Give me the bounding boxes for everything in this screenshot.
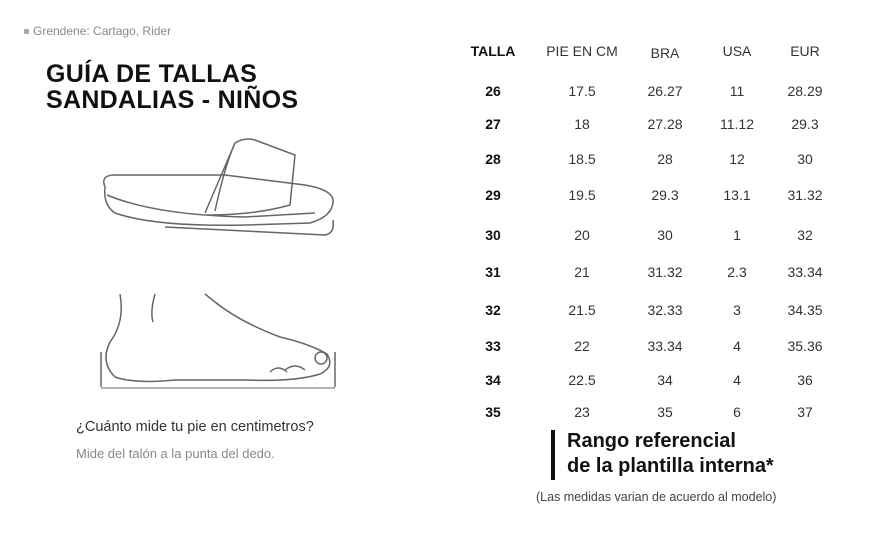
cell-bra: 28 — [657, 151, 673, 167]
cell-pie-cm: 17.5 — [568, 83, 596, 99]
cell-talla: 35 — [485, 404, 501, 420]
cell-usa: 1 — [733, 227, 741, 243]
header-bra: BRA — [650, 45, 680, 61]
measure-hint: Mide del talón a la punta del dedo. — [76, 446, 275, 461]
cell-eur: 31.32 — [787, 187, 823, 203]
cell-pie-cm: 21.5 — [568, 302, 596, 318]
measure-question: ¿Cuánto mide tu pie en centimetros? — [76, 419, 314, 435]
cell-usa: 13.1 — [723, 187, 751, 203]
cell-eur: 33.34 — [787, 264, 823, 280]
cell-usa: 11 — [729, 83, 745, 99]
cell-bra: 34 — [657, 372, 673, 388]
sandal-illustration — [103, 138, 335, 236]
cell-pie-cm: 20 — [574, 227, 590, 243]
cell-talla: 32 — [485, 302, 501, 318]
header-talla: TALLA — [470, 43, 516, 59]
cell-talla: 29 — [485, 187, 501, 203]
cell-bra: 30 — [657, 227, 673, 243]
cell-talla: 30 — [485, 227, 501, 243]
header-pie-cm: PIE EN CM — [546, 43, 618, 59]
cell-bra: 32.33 — [647, 302, 683, 318]
cell-bra: 31.32 — [647, 264, 683, 280]
cell-pie-cm: 23 — [574, 404, 590, 420]
cell-pie-cm: 18 — [574, 116, 590, 132]
cell-usa: 4 — [733, 338, 741, 354]
cell-usa: 6 — [733, 404, 741, 420]
cell-eur: 32 — [797, 227, 813, 243]
cell-bra: 33.34 — [647, 338, 683, 354]
cell-eur: 28.29 — [787, 83, 823, 99]
range-title-line1: Rango referencial — [567, 430, 736, 452]
cell-talla: 31 — [485, 264, 501, 280]
brand-text: Grendene: Cartago, Rider — [33, 24, 172, 38]
cell-talla: 34 — [485, 372, 501, 388]
cell-eur: 37 — [797, 404, 813, 420]
cell-talla: 27 — [485, 116, 501, 132]
brand-label: Grendene: Cartago, Rider — [24, 24, 171, 38]
cell-usa: 12 — [729, 151, 745, 167]
range-title-line2: de la plantilla interna* — [567, 455, 774, 477]
cell-bra: 29.3 — [651, 187, 679, 203]
cell-talla: 26 — [485, 83, 501, 99]
cell-talla: 28 — [485, 151, 501, 167]
cell-eur: 29.3 — [791, 116, 819, 132]
cell-bra: 35 — [657, 404, 673, 420]
cell-eur: 30 — [797, 151, 813, 167]
cell-eur: 35.36 — [787, 338, 823, 354]
foot-illustration — [100, 293, 336, 389]
cell-talla: 33 — [485, 338, 501, 354]
page-title-line1: GUÍA DE TALLAS — [46, 60, 258, 88]
accent-bar — [551, 430, 555, 480]
cell-eur: 34.35 — [787, 302, 823, 318]
cell-usa: 4 — [733, 372, 741, 388]
cell-pie-cm: 22.5 — [568, 372, 596, 388]
cell-usa: 11.12 — [720, 116, 754, 132]
cell-pie-cm: 19.5 — [568, 187, 596, 203]
cell-pie-cm: 21 — [574, 264, 590, 280]
cell-eur: 36 — [797, 372, 813, 388]
cell-usa: 2.3 — [727, 264, 747, 280]
cell-bra: 26.27 — [647, 83, 683, 99]
cell-pie-cm: 18.5 — [568, 151, 596, 167]
header-eur: EUR — [790, 43, 820, 59]
disclaimer-note: (Las medidas varian de acuerdo al modelo… — [536, 490, 777, 504]
cell-bra: 27.28 — [647, 116, 683, 132]
cell-usa: 3 — [733, 302, 741, 318]
bullet-icon — [24, 29, 29, 35]
page-title-line2: SANDALIAS - NIÑOS — [46, 86, 299, 114]
cell-pie-cm: 22 — [574, 338, 590, 354]
header-usa: USA — [722, 43, 752, 59]
